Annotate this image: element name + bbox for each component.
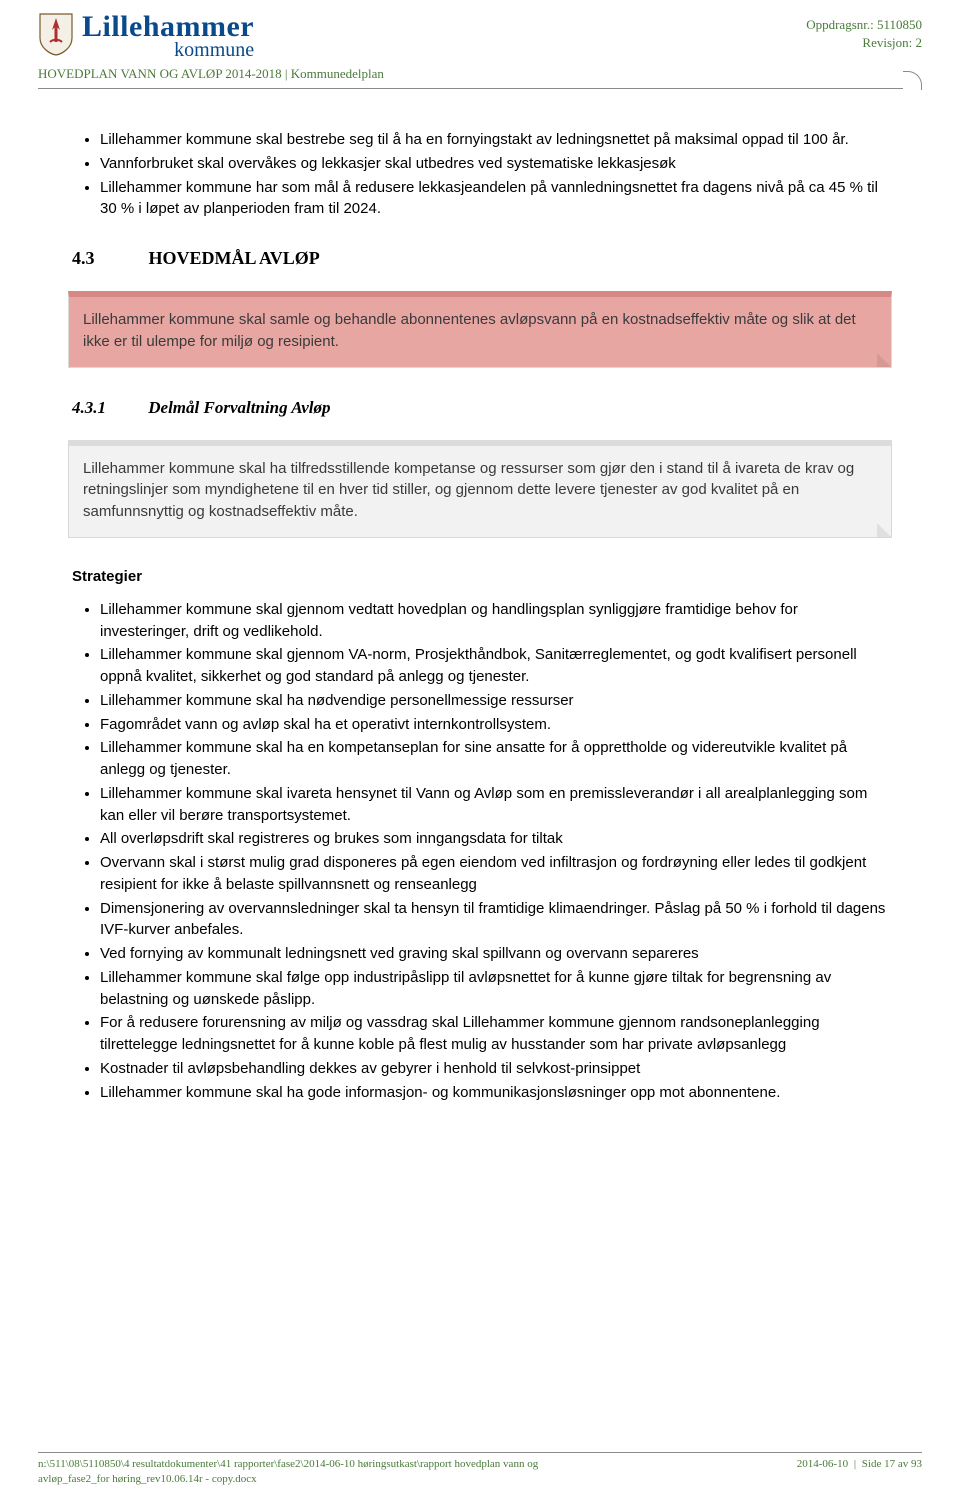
callout-text: Lillehammer kommune skal samle og behand… [83, 311, 856, 350]
section-heading: 4.3 HOVEDMÅL AVLØP [72, 248, 888, 269]
page-header: Lillehammer kommune Oppdragsnr.: 5110850… [38, 12, 922, 60]
subsection-number: 4.3.1 [72, 398, 144, 418]
callout-text: Lillehammer kommune skal ha tilfredsstil… [83, 460, 854, 521]
doc-title-bar: HOVEDPLAN VANN OG AVLØP 2014-2018 | Komm… [38, 66, 922, 89]
strategier-heading: Strategier [72, 568, 888, 585]
header-meta: Oppdragsnr.: 5110850 Revisjon: 2 [806, 12, 922, 51]
list-item: Lillehammer kommune skal ha nødvendige p… [100, 690, 888, 712]
callout-delmal: Lillehammer kommune skal ha tilfredsstil… [68, 440, 892, 538]
separator-icon: | [851, 1458, 859, 1470]
list-item: Dimensjonering av overvannsledninger ska… [100, 898, 888, 942]
footer-path: n:\511\08\5110850\4 resultatdokumenter\4… [38, 1457, 538, 1487]
footer-path-line1: n:\511\08\5110850\4 resultatdokumenter\4… [38, 1457, 538, 1472]
subsection-title: Delmål Forvaltning Avløp [148, 398, 330, 417]
list-item: Lillehammer kommune skal ivareta hensyne… [100, 783, 888, 827]
logo-main: Lillehammer [82, 12, 254, 42]
logo-sub: kommune [82, 40, 254, 60]
list-item: Lillehammer kommune skal følge opp indus… [100, 967, 888, 1011]
footer-path-line2: avløp_fase2_for høring_rev10.06.14r - co… [38, 1472, 538, 1487]
logo-text: Lillehammer kommune [82, 12, 254, 60]
footer-page-info: 2014-06-10 | Side 17 av 93 [797, 1457, 922, 1487]
list-item: For å redusere forurensning av miljø og … [100, 1012, 888, 1056]
callout-hovedmal: Lillehammer kommune skal samle og behand… [68, 291, 892, 368]
list-item: Kostnader til avløpsbehandling dekkes av… [100, 1058, 888, 1080]
subsection-heading: 4.3.1 Delmål Forvaltning Avløp [72, 398, 888, 418]
list-item: Fagområdet vann og avløp skal ha et oper… [100, 714, 888, 736]
list-item: Lillehammer kommune skal gjennom VA-norm… [100, 644, 888, 688]
section-number: 4.3 [72, 248, 144, 269]
doc-title: HOVEDPLAN VANN OG AVLØP 2014-2018 | Komm… [38, 66, 384, 81]
crest-icon [38, 12, 74, 56]
intro-bullets: Lillehammer kommune skal bestrebe seg ti… [72, 129, 888, 220]
section-title: HOVEDMÅL AVLØP [149, 248, 320, 268]
footer-date: 2014-06-10 [797, 1458, 848, 1470]
list-item: Overvann skal i størst mulig grad dispon… [100, 852, 888, 896]
revisjon: Revisjon: 2 [806, 34, 922, 52]
document-page: Lillehammer kommune Oppdragsnr.: 5110850… [0, 0, 960, 1509]
footer-page: Side 17 av 93 [862, 1458, 922, 1470]
list-item: Lillehammer kommune skal ha gode informa… [100, 1082, 888, 1104]
list-item: Ved fornying av kommunalt ledningsnett v… [100, 943, 888, 965]
oppdragsnr: Oppdragsnr.: 5110850 [806, 16, 922, 34]
page-content: Lillehammer kommune skal bestrebe seg ti… [38, 89, 922, 1125]
list-item: Lillehammer kommune skal gjennom vedtatt… [100, 599, 888, 643]
page-footer: n:\511\08\5110850\4 resultatdokumenter\4… [38, 1452, 922, 1487]
list-item: Vannforbruket skal overvåkes og lekkasje… [100, 153, 888, 175]
list-item: Lillehammer kommune skal bestrebe seg ti… [100, 129, 888, 151]
list-item: Lillehammer kommune har som mål å reduse… [100, 177, 888, 221]
strategier-list: Lillehammer kommune skal gjennom vedtatt… [72, 599, 888, 1104]
list-item: Lillehammer kommune skal ha en kompetans… [100, 737, 888, 781]
logo-block: Lillehammer kommune [38, 12, 254, 60]
list-item: All overløpsdrift skal registreres og br… [100, 828, 888, 850]
